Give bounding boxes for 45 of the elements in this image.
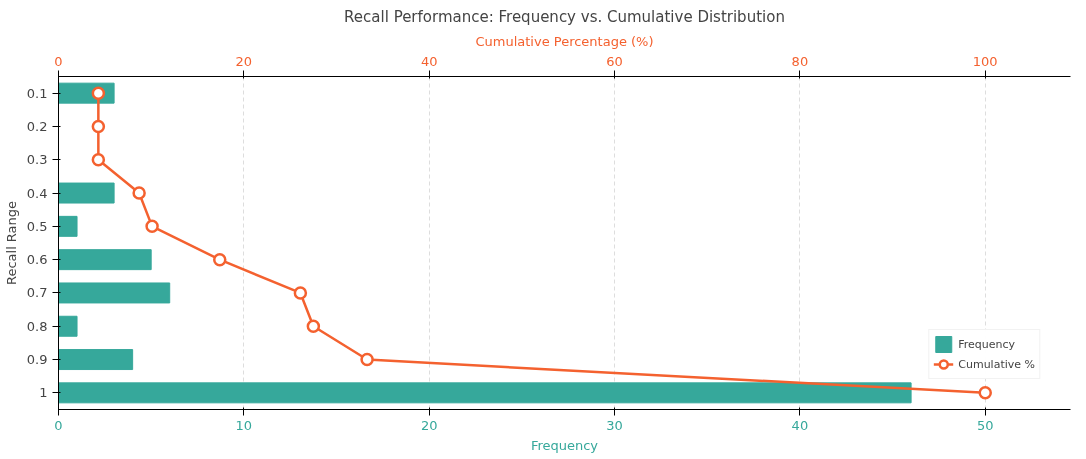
y-tick-label: 0.4 [26,185,48,201]
x2-tick-label: 80 [791,53,809,69]
x-tick-label: 10 [235,417,253,433]
x2-axis-title: Cumulative Percentage (%) [475,33,654,49]
y-tick-label: 0.3 [26,152,48,168]
point [132,186,146,200]
x2-tick-label: 100 [972,53,998,69]
legend-label: Cumulative % [958,357,1035,371]
x-axis-title: Frequency [530,437,599,453]
y-tick-label: 0.8 [26,318,48,334]
bar [58,215,78,237]
x2-tick-label: 0 [54,53,63,69]
y-tick-label: 0.2 [26,118,48,134]
bar [58,382,912,404]
bar [58,282,171,304]
point [293,286,308,300]
point [91,86,106,100]
point [213,252,227,267]
x2-tick-label: 20 [235,53,253,69]
x2-tick-label: 60 [606,53,623,69]
bar [58,249,152,271]
y-tick-label: 0.9 [26,352,48,368]
x-tick-label: 30 [606,417,623,433]
point [91,119,106,134]
y-tick-label: 1 [39,385,48,401]
bar [58,315,78,337]
point [306,319,321,333]
bar [58,182,115,204]
y-tick-label: 0.6 [26,252,48,268]
y-tick-label: 0.7 [26,285,48,301]
x-tick-label: 0 [54,417,63,433]
x-tick-label: 50 [976,417,994,433]
point [360,352,374,367]
y-tick-label: 0.1 [26,85,48,101]
x-tick-label: 40 [791,417,809,433]
x-tick-label: 20 [420,417,438,433]
point [91,153,106,167]
point [978,386,992,400]
point [145,219,159,234]
y-tick-label: 0.5 [26,218,48,234]
bar [58,349,134,371]
chart-title: Recall Performance: Frequency vs. Cumulative Distribution [344,7,785,26]
legend-label: Frequency [958,337,1016,351]
y-axis-title: Recall Range [3,200,19,286]
x2-tick-label: 40 [420,53,438,69]
